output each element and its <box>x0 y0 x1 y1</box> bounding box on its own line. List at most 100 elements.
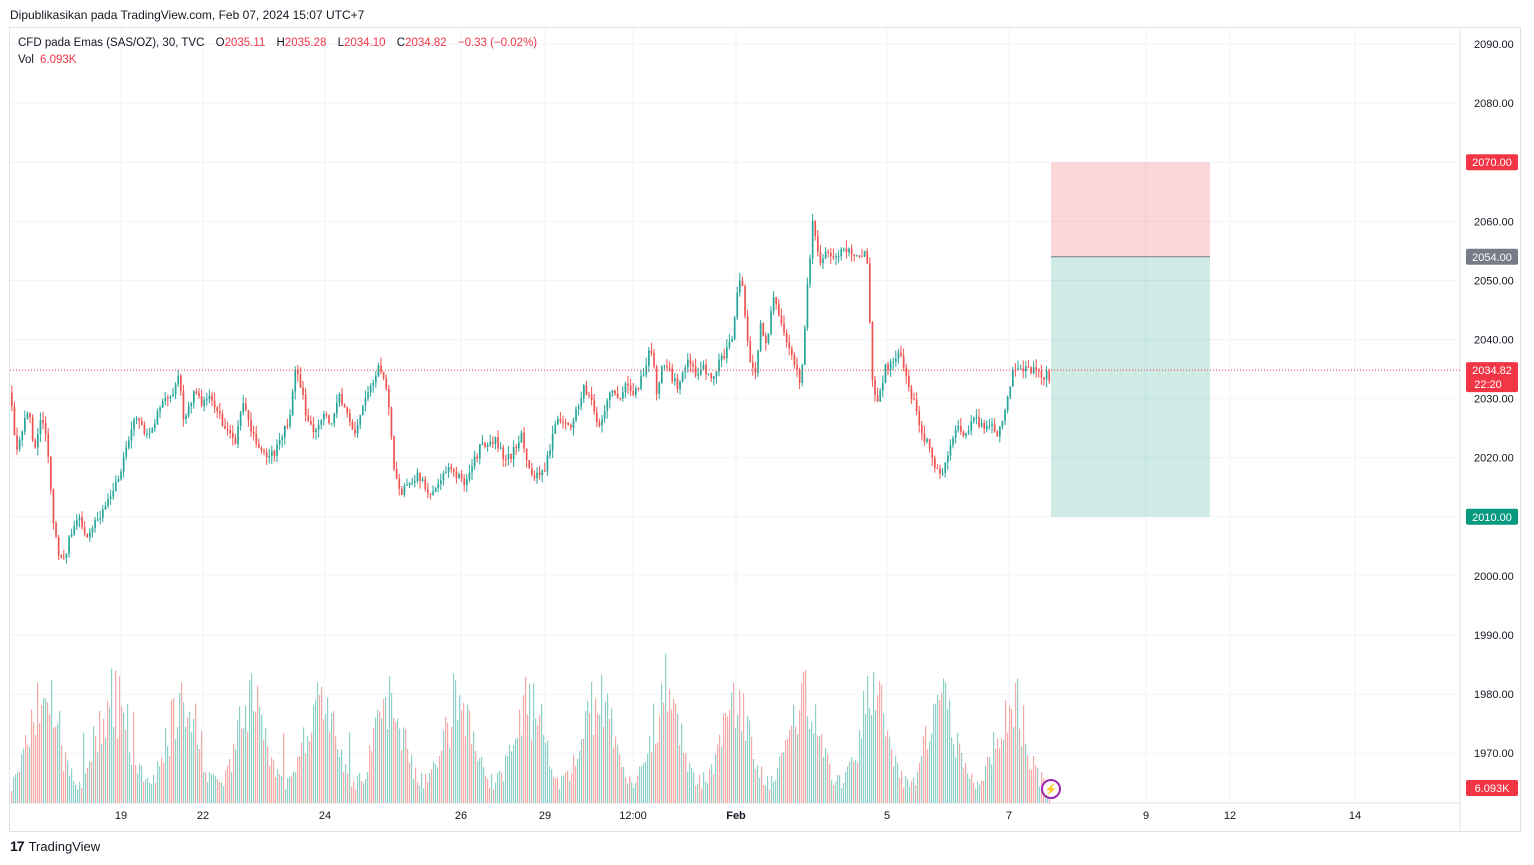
volume-bar <box>415 767 417 803</box>
volume-bar <box>389 675 391 803</box>
volume-bar <box>575 766 577 803</box>
volume-bar <box>243 727 245 803</box>
volume-bar <box>711 764 713 803</box>
candle-body <box>744 286 746 317</box>
take-profit-zone[interactable] <box>1051 256 1210 517</box>
volume-bar <box>787 738 789 803</box>
volume-bar <box>245 705 247 803</box>
candle-body <box>255 433 258 444</box>
volume-bar <box>191 732 193 803</box>
volume-bar <box>661 683 663 803</box>
volume-bar <box>445 716 447 803</box>
volume-bar <box>567 770 569 803</box>
candle-body <box>596 411 598 423</box>
candle-body <box>572 420 575 429</box>
volume-bar <box>851 757 853 803</box>
symbol-label[interactable]: CFD pada Emas (SAS/OZ), 30, TVC <box>18 37 205 49</box>
volume-bar <box>991 764 993 803</box>
open-label: O <box>215 37 225 49</box>
candle-body <box>403 485 406 495</box>
candle-body <box>973 418 975 422</box>
candle-body <box>440 480 442 484</box>
volume-bar <box>881 684 883 803</box>
candle-body <box>281 437 284 441</box>
candle-body <box>135 418 138 420</box>
volume-bar <box>75 784 77 803</box>
candle-body <box>78 517 81 521</box>
volume-bar <box>675 703 677 803</box>
volume-bar <box>455 680 457 803</box>
time-tick-label: Feb <box>726 810 746 822</box>
candle-body <box>411 482 414 484</box>
volume-bar <box>697 783 699 803</box>
candle-body <box>788 342 791 349</box>
time-tick-label: 24 <box>319 810 331 822</box>
time-tick-label: 14 <box>1349 810 1361 822</box>
candle-body <box>271 450 273 456</box>
candle-body <box>294 369 297 392</box>
candle-body <box>689 359 692 364</box>
candle-body <box>840 249 843 257</box>
stop-loss-zone[interactable] <box>1051 162 1210 257</box>
candle-body <box>476 456 479 459</box>
volume-bar <box>583 738 585 803</box>
volume-bar <box>983 780 985 803</box>
candle-body <box>65 553 68 558</box>
candle-body <box>133 419 135 430</box>
candle-body <box>577 406 580 409</box>
volume-bar <box>249 680 251 803</box>
candle-body <box>965 432 967 437</box>
volume-bar <box>761 766 763 803</box>
candle-body <box>349 413 351 422</box>
lightning-icon[interactable]: ⚡ <box>1041 779 1061 799</box>
volume-bar <box>157 761 159 803</box>
candle-body <box>60 555 63 558</box>
candle-body <box>559 418 562 422</box>
candle-body <box>242 403 245 413</box>
volume-bar <box>727 716 729 803</box>
volume-bar <box>351 786 353 803</box>
tradingview-footer[interactable]: 17 TradingView <box>10 838 100 854</box>
volume-bar <box>117 738 119 803</box>
volume-bar <box>359 772 361 803</box>
volume-bar <box>783 752 785 803</box>
volume-bar <box>183 702 185 803</box>
candle-body <box>245 403 247 411</box>
candle-body <box>216 407 219 412</box>
volume-bar <box>407 748 409 803</box>
candle-body <box>16 435 18 450</box>
volume-bar <box>593 735 595 803</box>
candle-body <box>466 479 468 486</box>
candle-body <box>323 414 325 420</box>
volume-bar <box>899 777 901 803</box>
time-tick-label: 22 <box>197 810 209 822</box>
volume-bar <box>525 676 527 803</box>
volume-bar <box>125 729 127 803</box>
candle-body <box>749 341 752 363</box>
volume-bar <box>603 726 605 803</box>
volume-bar <box>403 727 405 803</box>
candle-body <box>94 519 96 529</box>
candle-body <box>739 280 741 293</box>
volume-bar <box>67 760 69 803</box>
volume-bar <box>443 730 445 803</box>
candle-body <box>793 354 796 365</box>
candle-body <box>486 444 489 447</box>
volume-bar <box>459 695 461 803</box>
volume-bar <box>257 685 259 803</box>
candle-body <box>229 430 232 433</box>
volume-bar <box>887 730 889 803</box>
candle-body <box>991 424 993 426</box>
candle-body <box>359 415 362 425</box>
volume-bar <box>911 781 913 803</box>
volume-bar <box>87 767 89 803</box>
volume-bar <box>169 756 171 803</box>
candle-body <box>460 474 463 479</box>
candle-body <box>661 366 663 384</box>
volume-bar <box>49 714 51 803</box>
time-tick-label: 12 <box>1224 810 1236 822</box>
volume-bar <box>819 736 821 803</box>
candle-body <box>858 255 861 257</box>
volume-bar <box>953 744 955 803</box>
